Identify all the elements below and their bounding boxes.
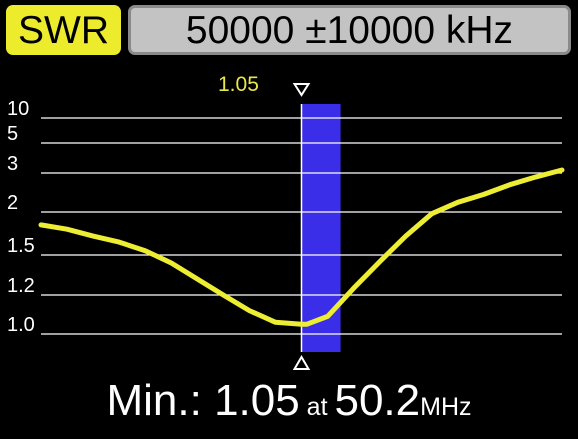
- y-tick-label: 10: [7, 98, 29, 120]
- at-label: at: [306, 393, 328, 421]
- y-tick-label: 5: [7, 123, 18, 145]
- y-tick-label: 1.2: [7, 275, 35, 297]
- frequency-range-box[interactable]: 50000 ±10000 kHz: [128, 5, 571, 55]
- swr-chart: 10 5 3 2 1.5 1.2 1.0: [7, 83, 565, 370]
- minimum-readout: Min.: 1.05 at 50.2MHz: [0, 379, 578, 423]
- mode-label: SWR: [18, 8, 109, 52]
- marker-top-triangle-icon[interactable]: [292, 83, 311, 97]
- mode-badge[interactable]: SWR: [6, 5, 121, 55]
- frequency-unit: MHz: [420, 393, 472, 421]
- y-tick-label: 1.5: [7, 235, 35, 257]
- marker-band: [301, 104, 341, 352]
- frequency-range-label: 50000 ±10000 kHz: [185, 8, 514, 52]
- y-tick-label: 3: [7, 153, 18, 175]
- swr-trace: [38, 167, 565, 327]
- min-frequency-value: 50.2: [334, 376, 421, 425]
- y-tick-label: 1.0: [7, 314, 35, 336]
- marker-bottom-triangle-icon[interactable]: [292, 355, 311, 370]
- min-label: Min.:: [106, 376, 202, 425]
- min-swr-value: 1.05: [214, 376, 300, 425]
- y-tick-label: 2: [7, 192, 18, 214]
- marker-value-label: 1.05: [218, 73, 259, 96]
